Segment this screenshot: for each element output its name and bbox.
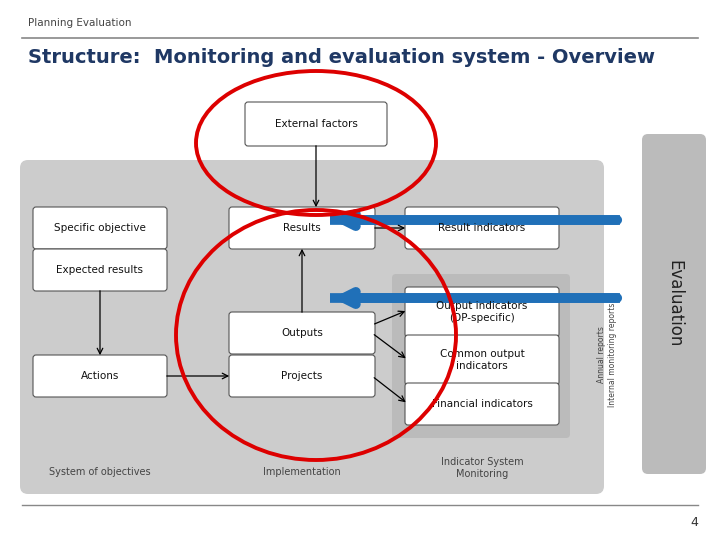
Text: System of objectives: System of objectives — [49, 467, 150, 477]
FancyBboxPatch shape — [229, 355, 375, 397]
Text: Specific objective: Specific objective — [54, 223, 146, 233]
Text: 4: 4 — [690, 516, 698, 529]
FancyBboxPatch shape — [405, 207, 559, 249]
Text: Planning Evaluation: Planning Evaluation — [28, 18, 132, 28]
Text: Results: Results — [283, 223, 321, 233]
Text: Projects: Projects — [282, 371, 323, 381]
Text: Result indicators: Result indicators — [438, 223, 526, 233]
Text: Actions: Actions — [81, 371, 120, 381]
Text: Outputs: Outputs — [281, 328, 323, 338]
FancyBboxPatch shape — [405, 383, 559, 425]
Text: Implementation: Implementation — [263, 467, 341, 477]
FancyBboxPatch shape — [405, 287, 559, 337]
Text: Evaluation: Evaluation — [665, 260, 683, 348]
FancyBboxPatch shape — [229, 312, 375, 354]
Text: Output indicators
(OP-specific): Output indicators (OP-specific) — [436, 301, 528, 323]
Text: Financial indicators: Financial indicators — [431, 399, 532, 409]
FancyBboxPatch shape — [33, 207, 167, 249]
Text: External factors: External factors — [274, 119, 357, 129]
FancyBboxPatch shape — [392, 274, 570, 438]
FancyBboxPatch shape — [33, 249, 167, 291]
FancyBboxPatch shape — [405, 335, 559, 385]
Text: Structure:  Monitoring and evaluation system - Overview: Structure: Monitoring and evaluation sys… — [28, 48, 655, 67]
Text: Indicator System
Monitoring: Indicator System Monitoring — [441, 457, 523, 479]
Text: Common output
indicators: Common output indicators — [440, 349, 524, 371]
FancyBboxPatch shape — [642, 134, 706, 474]
Text: Expected results: Expected results — [56, 265, 143, 275]
FancyBboxPatch shape — [33, 355, 167, 397]
FancyBboxPatch shape — [245, 102, 387, 146]
FancyBboxPatch shape — [229, 207, 375, 249]
Text: Annual reports
Internal monitoring reports: Annual reports Internal monitoring repor… — [598, 303, 617, 407]
FancyBboxPatch shape — [20, 160, 604, 494]
